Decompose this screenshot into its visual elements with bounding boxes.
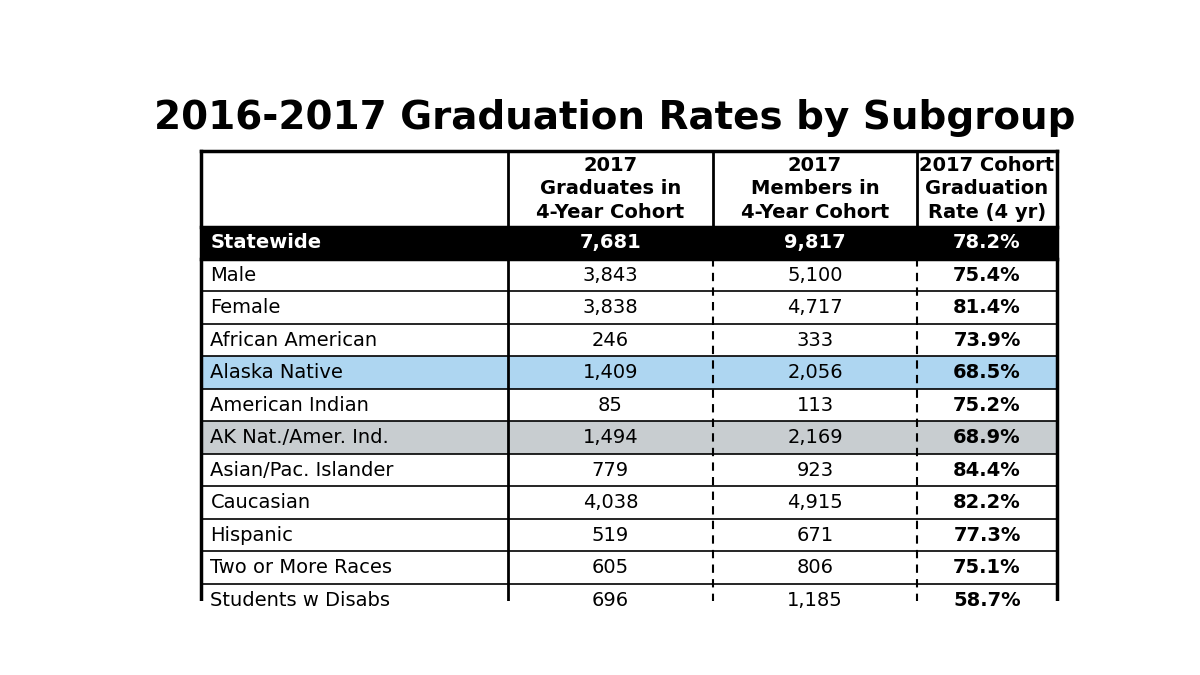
Text: Caucasian: Caucasian	[210, 493, 311, 512]
Text: 77.3%: 77.3%	[953, 526, 1021, 545]
Bar	[202, 356, 1057, 389]
Text: 1,409: 1,409	[583, 363, 638, 382]
Text: 85: 85	[598, 396, 623, 414]
Text: 2,169: 2,169	[787, 428, 842, 447]
Text: 58.7%: 58.7%	[953, 591, 1021, 610]
Text: 3,843: 3,843	[582, 266, 638, 285]
Bar	[202, 551, 1057, 584]
Text: 2016-2017 Graduation Rates by Subgroup: 2016-2017 Graduation Rates by Subgroup	[155, 99, 1075, 137]
Text: 75.4%: 75.4%	[953, 266, 1021, 285]
Text: 113: 113	[797, 396, 834, 414]
Text: 923: 923	[797, 460, 834, 480]
Text: 7,681: 7,681	[580, 234, 641, 252]
Bar	[202, 292, 1057, 324]
Text: 81.4%: 81.4%	[953, 298, 1021, 317]
Text: 68.5%: 68.5%	[953, 363, 1021, 382]
Text: Female: Female	[210, 298, 281, 317]
Text: Statewide: Statewide	[210, 234, 322, 252]
Text: Alaska Native: Alaska Native	[210, 363, 343, 382]
Text: 1,494: 1,494	[582, 428, 638, 447]
Text: 68.9%: 68.9%	[953, 428, 1021, 447]
Text: 246: 246	[592, 331, 629, 350]
Text: 84.4%: 84.4%	[953, 460, 1021, 480]
Text: 333: 333	[797, 331, 834, 350]
Bar	[202, 389, 1057, 421]
Text: 73.9%: 73.9%	[953, 331, 1021, 350]
Text: 519: 519	[592, 526, 629, 545]
Text: 605: 605	[592, 558, 629, 577]
Text: 2017
Members in
4-Year Cohort: 2017 Members in 4-Year Cohort	[740, 156, 889, 222]
Bar	[202, 454, 1057, 487]
Text: 1,185: 1,185	[787, 591, 842, 610]
Bar	[202, 487, 1057, 519]
Text: Male: Male	[210, 266, 257, 285]
Text: 82.2%: 82.2%	[953, 493, 1021, 512]
Text: Two or More Races: Two or More Races	[210, 558, 392, 577]
Text: 2,056: 2,056	[787, 363, 842, 382]
Text: 3,838: 3,838	[582, 298, 638, 317]
Text: 75.1%: 75.1%	[953, 558, 1021, 577]
Text: 2017
Graduates in
4-Year Cohort: 2017 Graduates in 4-Year Cohort	[536, 156, 684, 222]
Text: 9,817: 9,817	[784, 234, 846, 252]
Text: 2017 Cohort
Graduation
Rate (4 yr): 2017 Cohort Graduation Rate (4 yr)	[919, 156, 1055, 222]
Text: African American: African American	[210, 331, 378, 350]
Text: American Indian: American Indian	[210, 396, 370, 414]
Text: 671: 671	[797, 526, 834, 545]
Bar	[202, 421, 1057, 454]
Text: 696: 696	[592, 591, 629, 610]
Text: Asian/Pac. Islander: Asian/Pac. Islander	[210, 460, 394, 480]
Text: 806: 806	[797, 558, 834, 577]
Text: 4,038: 4,038	[583, 493, 638, 512]
Text: 4,717: 4,717	[787, 298, 842, 317]
Bar	[202, 584, 1057, 601]
Text: AK Nat./Amer. Ind.: AK Nat./Amer. Ind.	[210, 428, 389, 447]
Text: 78.2%: 78.2%	[953, 234, 1021, 252]
Bar	[202, 324, 1057, 356]
Text: Students w Disabs: Students w Disabs	[210, 591, 390, 610]
Bar	[202, 227, 1057, 259]
Text: Hispanic: Hispanic	[210, 526, 293, 545]
Text: 4,915: 4,915	[787, 493, 842, 512]
Bar	[202, 259, 1057, 292]
Text: 75.2%: 75.2%	[953, 396, 1021, 414]
Text: 5,100: 5,100	[787, 266, 842, 285]
Bar	[202, 519, 1057, 551]
Text: 779: 779	[592, 460, 629, 480]
